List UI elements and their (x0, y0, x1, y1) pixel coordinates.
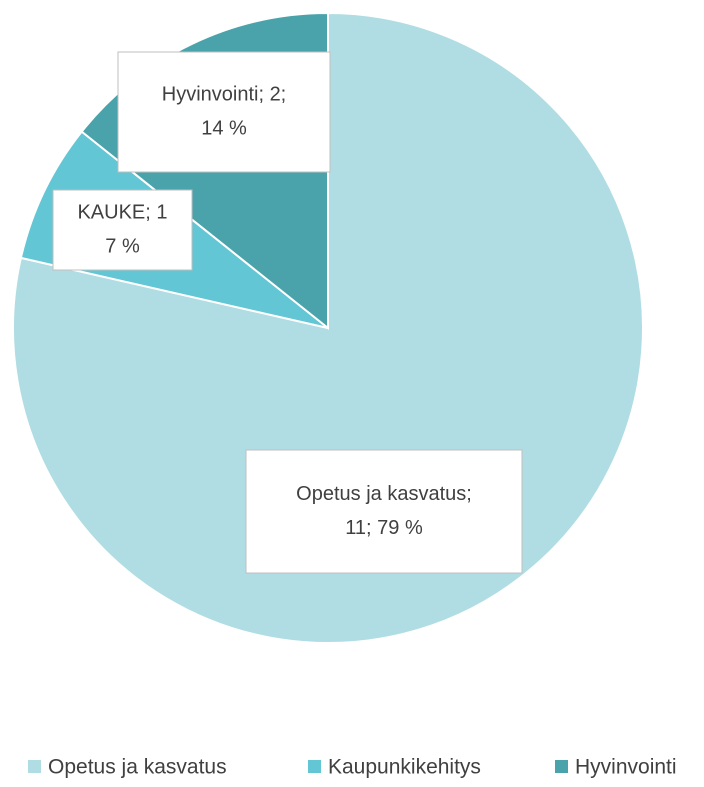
data-label: 14 % (201, 117, 247, 139)
legend-marker (555, 760, 568, 773)
data-label: 7 % (105, 235, 140, 257)
data-label: KAUKE; 1 (77, 201, 167, 223)
legend-label: Hyvinvointi (575, 756, 677, 779)
data-label: Opetus ja kasvatus; (296, 483, 472, 505)
legend-label: Opetus ja kasvatus (48, 756, 227, 779)
data-label-box (52, 189, 193, 271)
legend-label: Kaupunkikehitys (328, 756, 481, 779)
data-label: Hyvinvointi; 2; (162, 83, 287, 105)
legend-marker (308, 760, 321, 773)
data-label-box (245, 449, 523, 574)
data-label-box (117, 51, 331, 173)
legend-marker (28, 760, 41, 773)
data-label: 11; 79 % (345, 517, 423, 539)
